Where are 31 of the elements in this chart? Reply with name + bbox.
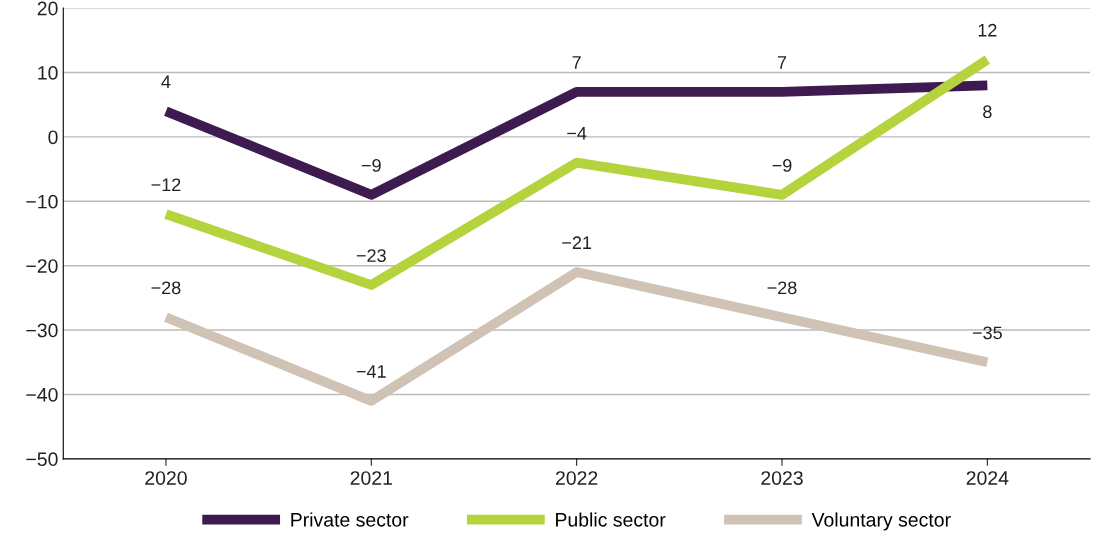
legend-label: Public sector — [556, 512, 666, 527]
data-label: 4 — [161, 75, 171, 88]
y-tick-label: −50 — [26, 452, 58, 467]
data-label: −12 — [151, 178, 181, 191]
x-tick-label: 2020 — [145, 471, 187, 485]
data-label: −41 — [356, 365, 386, 378]
data-label: 12 — [978, 23, 997, 37]
y-tick-label: 0 — [48, 130, 58, 145]
data-label: −9 — [772, 159, 792, 172]
data-label: −21 — [562, 236, 592, 249]
legend-label: Voluntary sector — [811, 512, 951, 531]
x-tick-label: 2022 — [556, 471, 598, 485]
y-tick-label: −40 — [26, 387, 58, 402]
data-label: −35 — [972, 326, 1002, 340]
data-label: −4 — [567, 127, 587, 140]
data-label: −28 — [151, 281, 181, 295]
y-tick-label: 10 — [38, 66, 58, 80]
data-label: −9 — [361, 159, 381, 172]
x-tick-label: 2021 — [350, 471, 392, 485]
x-tick-label: 2023 — [761, 471, 803, 485]
data-label: 8 — [983, 105, 992, 119]
data-label: −28 — [767, 281, 797, 295]
y-tick-label: −30 — [26, 323, 58, 338]
data-label: 7 — [572, 56, 581, 69]
x-tick-label: 2024 — [966, 471, 1009, 485]
y-tick-label: −10 — [26, 194, 58, 209]
data-label: −23 — [356, 249, 386, 262]
y-tick-label: 20 — [37, 1, 58, 16]
y-tick-label: −20 — [26, 259, 58, 273]
legend-label: Private sector — [291, 512, 409, 527]
data-label: 7 — [777, 56, 787, 69]
